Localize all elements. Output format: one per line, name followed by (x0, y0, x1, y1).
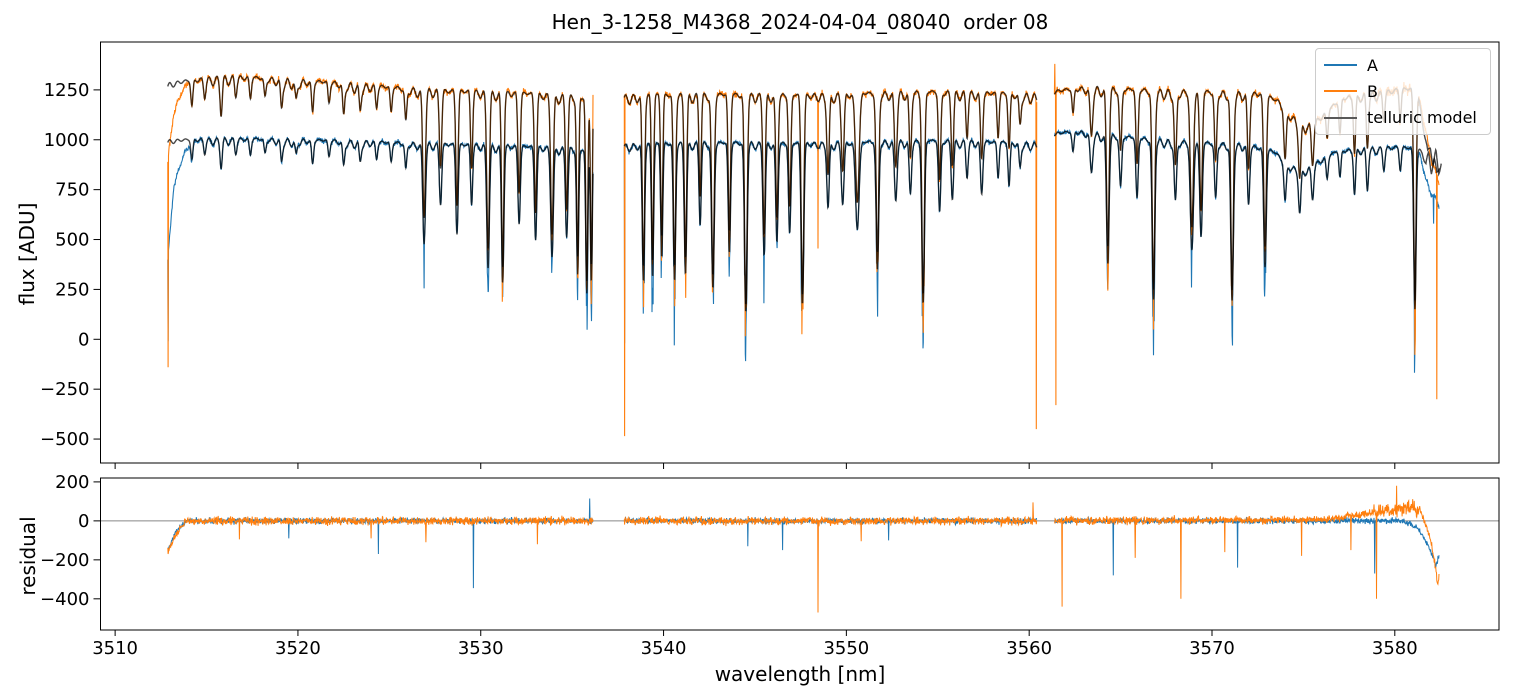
svg-text:3580: 3580 (1372, 638, 1418, 659)
legend-line-telluric-model-icon (1324, 116, 1357, 119)
telluric-model-A-segment (167, 136, 594, 294)
svg-text:3560: 3560 (1006, 638, 1052, 659)
svg-text:−400: −400 (40, 589, 89, 610)
legend: A B telluric model (1315, 48, 1491, 135)
legend-item-a: A (1324, 52, 1482, 78)
flux-axes-frame (100, 41, 1500, 464)
svg-text:3550: 3550 (823, 638, 869, 659)
residual-B-segment (1053, 485, 1440, 607)
residual-A-segment (1054, 515, 1440, 576)
legend-item-telluric-model: telluric model (1324, 105, 1482, 131)
svg-text:−500: −500 (40, 429, 89, 450)
svg-text:750: 750 (55, 180, 89, 201)
tick-labels: 3510 3520 3530 3540 3550 3560 3570 3580 1250 1000… (40, 80, 1418, 659)
svg-text:3510: 3510 (92, 638, 138, 659)
svg-text:−200: −200 (40, 550, 89, 571)
series-B-segment (167, 72, 594, 368)
svg-text:3540: 3540 (641, 638, 687, 659)
residual-B-segment (167, 515, 594, 555)
legend-line-a-icon (1324, 64, 1357, 67)
residual-B-segment (623, 502, 1038, 613)
telluric-model-A-segment (623, 139, 1038, 312)
x-axis-label: wavelength [nm] (714, 662, 886, 686)
telluric-model-A-segment (1053, 130, 1441, 310)
series-A-segment (167, 135, 594, 342)
legend-label-telluric-model: telluric model (1367, 108, 1477, 128)
svg-text:200: 200 (55, 472, 89, 493)
legend-label-a: A (1367, 55, 1378, 75)
svg-text:−250: −250 (40, 379, 89, 400)
svg-text:3570: 3570 (1189, 638, 1235, 659)
svg-text:3530: 3530 (458, 638, 504, 659)
residual-axes-frame (100, 477, 1500, 631)
y-axis-label-residual: residual (16, 516, 40, 596)
residual-A-segment (167, 498, 594, 589)
telluric-model-B-segment (167, 74, 594, 281)
legend-item-b: B (1324, 78, 1482, 104)
legend-label-b: B (1367, 81, 1378, 101)
svg-text:0: 0 (78, 511, 89, 532)
svg-text:3520: 3520 (275, 638, 321, 659)
legend-line-b-icon (1324, 90, 1357, 93)
svg-text:1250: 1250 (44, 80, 90, 101)
y-axis-label-flux: flux [ADU] (15, 202, 39, 306)
svg-text:0: 0 (78, 329, 89, 350)
telluric-model-B-segment (623, 90, 1038, 305)
svg-text:500: 500 (55, 230, 89, 251)
svg-text:250: 250 (55, 279, 89, 300)
svg-text:1000: 1000 (44, 130, 90, 151)
plot-title: Hen_3-1258_M4368_2024-04-04_08040 order … (551, 10, 1049, 34)
